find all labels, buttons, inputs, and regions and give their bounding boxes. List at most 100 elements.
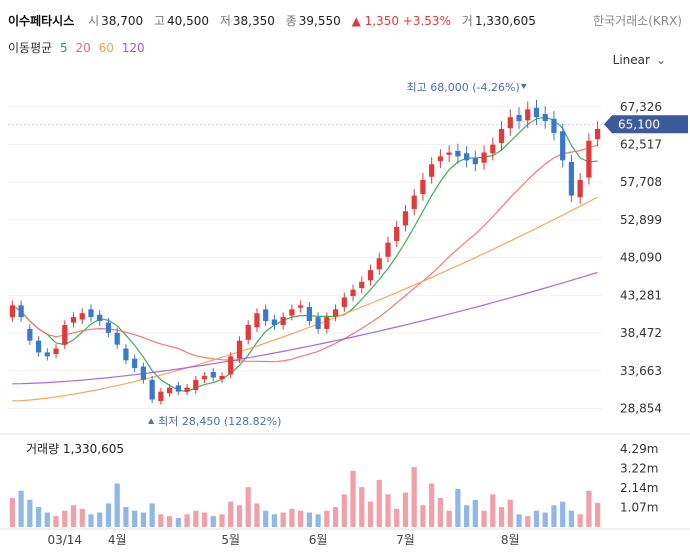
candle-body	[498, 128, 505, 144]
ma-legend-label: 이동평균	[8, 41, 53, 55]
candle-body	[245, 324, 251, 340]
x-tick-label: 5월	[221, 533, 240, 547]
x-tick-label: 7월	[396, 533, 415, 547]
x-tick-label: 03/14	[47, 533, 82, 547]
ma-5-line	[12, 116, 598, 393]
volume-bar	[490, 494, 496, 527]
volume-bar	[595, 502, 601, 527]
candle-body	[201, 375, 208, 380]
price-tick-label: 48,090	[620, 251, 662, 265]
x-tick-label: 4월	[108, 533, 127, 547]
ma-legend: 이동평균 5 20 60 120	[8, 39, 149, 56]
volume-bar	[53, 516, 59, 527]
volume-bar	[429, 483, 435, 527]
x-tick-label: 8월	[501, 533, 520, 547]
ma-20-label[interactable]: 20	[75, 41, 91, 55]
volume-bar	[132, 510, 138, 527]
candle-body	[332, 309, 339, 317]
high-label: 고	[153, 14, 165, 28]
volume-bar	[263, 510, 269, 527]
candle-body	[367, 270, 374, 281]
scale-label: Linear	[612, 53, 650, 67]
volume-tick-label: 1.07m	[620, 501, 658, 515]
candle-body	[507, 117, 513, 129]
volume-bar	[123, 507, 129, 527]
ma-60-label[interactable]: 60	[98, 41, 114, 55]
volume-bar	[193, 510, 199, 527]
volume-panel-label: 거래량 1,330,605	[26, 442, 124, 456]
current-price-label: 65,100	[618, 117, 660, 131]
candle-body	[123, 348, 129, 361]
close-label: 종	[285, 14, 297, 28]
candle-body	[35, 340, 42, 353]
candle-body	[289, 309, 295, 316]
candle-body	[263, 309, 269, 322]
exchange-label: 한국거래소(KRX)	[593, 14, 682, 28]
candle-body	[280, 317, 286, 325]
candle-body	[18, 305, 24, 318]
candle-body	[420, 179, 426, 195]
volume-bar	[542, 512, 548, 527]
volume-bar	[175, 517, 181, 527]
volume-bar	[315, 514, 321, 527]
ma-120-label[interactable]: 120	[121, 41, 145, 55]
price-tick-label: 43,281	[620, 288, 662, 302]
volume-bar	[9, 498, 15, 527]
volume-bar	[158, 514, 164, 527]
candle-body	[9, 305, 15, 318]
candle-body	[525, 109, 531, 121]
candle-body	[394, 226, 400, 242]
candle-body	[166, 387, 173, 394]
open-label: 시	[88, 14, 100, 28]
candle-body	[376, 258, 382, 270]
candle-body	[149, 379, 155, 400]
volume-bar	[105, 503, 112, 527]
candle-body	[27, 328, 33, 341]
candle-body	[341, 297, 347, 307]
candle-body	[350, 289, 356, 296]
candle-body	[158, 391, 164, 402]
candle-body	[219, 375, 225, 380]
candle-body	[88, 309, 94, 318]
candle-body	[79, 313, 85, 320]
ma-5-label[interactable]: 5	[60, 41, 68, 55]
candle-body	[175, 385, 181, 392]
volume-bar	[70, 505, 77, 527]
price-tick-label: 28,854	[620, 401, 662, 415]
volume-bar	[219, 514, 225, 527]
candle-body	[595, 128, 601, 140]
candle-body	[324, 317, 330, 329]
volume-bar	[437, 498, 444, 527]
ma-120-line	[12, 271, 598, 385]
volume-bar	[35, 507, 42, 527]
candle-body	[577, 179, 583, 198]
scale-selector[interactable]: Linear ⌄	[613, 53, 666, 67]
volume-bar	[472, 499, 478, 527]
volume-bar	[306, 512, 312, 527]
volume-bar	[359, 487, 365, 527]
candle-body	[568, 161, 575, 196]
volume-bar	[140, 512, 147, 527]
current-price-badge	[604, 115, 688, 134]
low-value: 38,350	[232, 14, 275, 28]
candle-body	[114, 332, 120, 345]
stock-name: 이수페타시스	[8, 14, 75, 28]
volume-tick-label: 3.22m	[620, 462, 658, 476]
volume-bar	[201, 512, 208, 527]
candle-body	[228, 356, 234, 375]
candle-body	[140, 366, 147, 380]
volume-bar	[298, 510, 304, 527]
x-tick-label: 6월	[309, 533, 328, 547]
volume-bar	[376, 479, 382, 527]
candle-body	[429, 164, 435, 177]
chevron-down-icon: ⌄	[655, 53, 666, 67]
volume-value: 1,330,605	[474, 14, 536, 28]
candle-body	[463, 153, 470, 161]
volume-bar	[27, 499, 33, 527]
volume-bar	[577, 514, 583, 527]
price-tick-label: 33,663	[620, 364, 662, 378]
volume-bar	[18, 490, 24, 527]
volume-bar	[245, 487, 251, 527]
volume-tick-label: 2.14m	[620, 481, 658, 495]
